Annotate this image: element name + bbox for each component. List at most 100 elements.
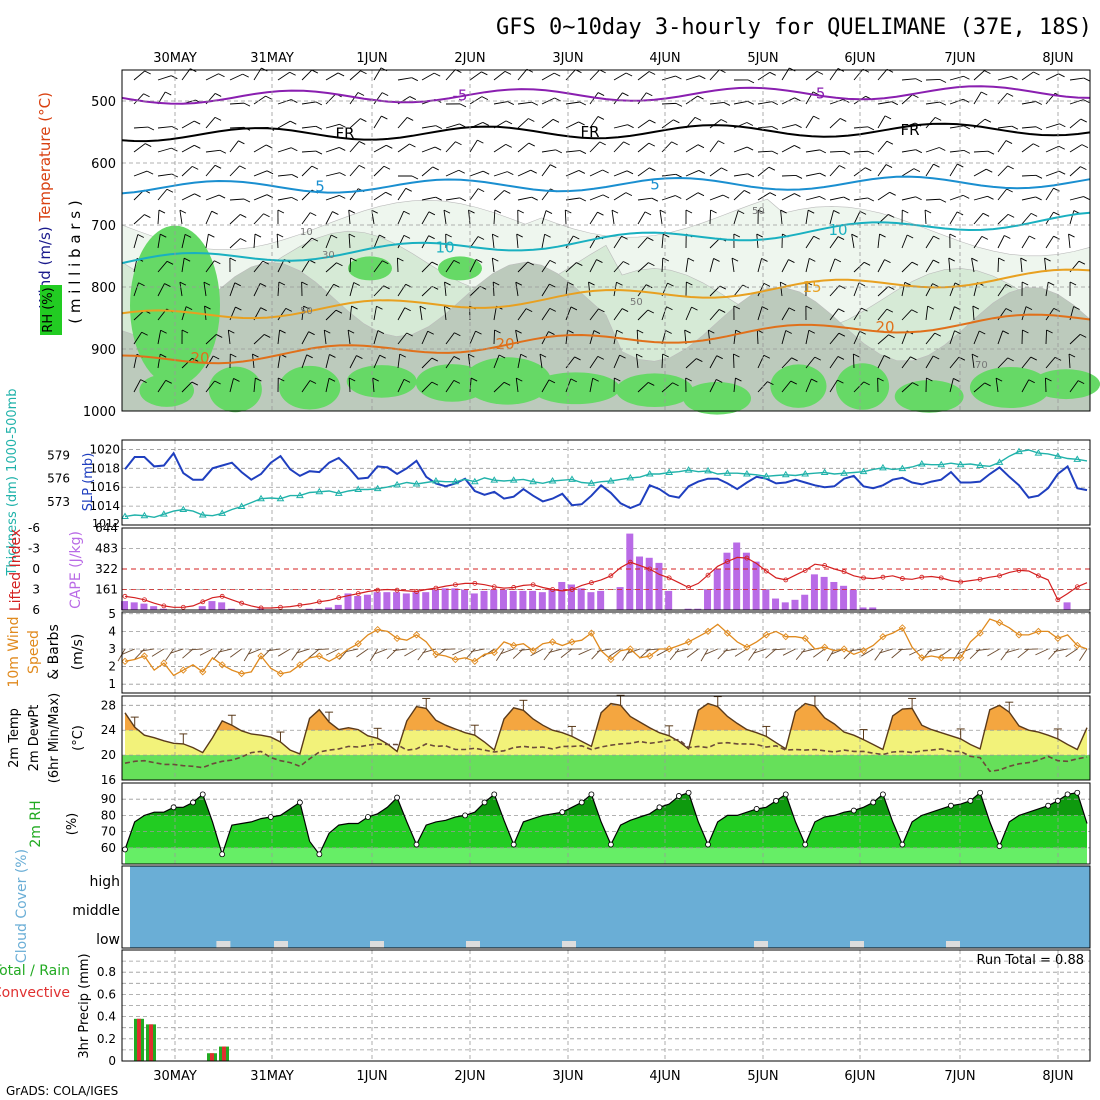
wind-barb-flag — [769, 71, 776, 76]
wind-barb — [493, 171, 508, 177]
wind10m-point — [859, 647, 868, 655]
wind-barb-flag — [333, 283, 340, 288]
wind-barb-flag — [721, 167, 728, 172]
wind-barb-flag — [744, 190, 751, 194]
wind-barb-flag — [1035, 196, 1042, 201]
wind-barb — [157, 75, 172, 81]
wind-barb — [301, 150, 316, 153]
wind-barb — [229, 214, 241, 225]
wind-barb-flag — [406, 117, 414, 121]
wind10m-barb — [404, 648, 417, 657]
wind-barb-flag — [204, 305, 211, 310]
wind-barb — [949, 149, 964, 153]
wind-barb — [1069, 210, 1075, 225]
wind10m-barb — [952, 648, 962, 662]
wind-barb — [181, 258, 185, 273]
cape-bar — [490, 589, 498, 610]
wind-barb-flag — [228, 329, 235, 334]
wind-barb-flag — [756, 233, 763, 238]
rh-point — [685, 789, 692, 796]
precip-tick-label: 0.4 — [97, 1010, 116, 1024]
wind10m-point — [218, 661, 226, 669]
wind-barb-flag — [1053, 235, 1060, 240]
rh-legend-label: RH (%) — [41, 287, 56, 332]
wind-barb — [157, 330, 162, 345]
rh-point — [578, 799, 585, 806]
cape-bar — [772, 598, 780, 610]
thickness-point — [393, 480, 401, 488]
wind10m-barb — [188, 648, 203, 651]
wind-barb — [349, 282, 355, 297]
wind-tick-label: 4 — [108, 624, 116, 638]
wind10m-barb — [247, 648, 262, 655]
wind-barb — [685, 358, 697, 369]
wind-barb — [397, 211, 405, 225]
chart-title: GFS 0~10day 3-hourly for QUELIMANE (37E,… — [496, 15, 1092, 40]
wind-barb-flag — [602, 194, 610, 199]
thickness-point — [1034, 449, 1043, 456]
wind-barb-flag — [794, 193, 801, 197]
cloud-low-gap — [274, 941, 288, 948]
wind-barb — [661, 353, 664, 369]
wind-barb-flag — [371, 209, 378, 214]
wind-barb — [1045, 235, 1054, 249]
wind-barb — [205, 234, 209, 249]
cape-bar — [752, 561, 760, 610]
wind-barb-flag — [475, 330, 482, 335]
wind-barb-flag — [353, 282, 360, 286]
wind-barb-flag — [685, 377, 692, 382]
wind-barb-flag — [315, 125, 323, 130]
wind-barb-flag — [1035, 126, 1043, 131]
wind10m-point — [607, 655, 615, 664]
temp-series-line — [124, 702, 1088, 755]
wind-barb-flag — [1083, 196, 1090, 200]
wind-barb — [349, 306, 353, 321]
wind-barb-flag — [252, 353, 259, 358]
wind-barb-flag — [811, 378, 818, 383]
wind-barb-flag — [924, 209, 932, 214]
wind-barb — [781, 380, 792, 393]
wind-barb — [636, 329, 639, 345]
wind-barb-flag — [939, 198, 947, 203]
panel-cloud-frame — [121, 865, 1091, 949]
cloud-level-label: middle — [72, 903, 120, 919]
wind-barb — [421, 357, 433, 369]
wind-barb-flag — [746, 122, 754, 126]
wind10m-barb — [1053, 648, 1068, 653]
wind-barb — [949, 356, 960, 369]
wind-barb-flag — [771, 101, 779, 106]
wind-barb-flag — [623, 141, 630, 146]
wind10m-point — [879, 633, 887, 641]
wind-barb-flag — [427, 330, 434, 335]
wind-barb-flag — [713, 258, 720, 262]
wind-barb — [301, 69, 313, 81]
wind-barb — [709, 119, 722, 129]
wind-barb — [229, 102, 245, 105]
wind-barb — [877, 355, 885, 369]
wind-barb — [661, 119, 674, 129]
rh-point — [656, 804, 663, 811]
wind-barb-flag — [235, 306, 242, 311]
wind-barb — [301, 212, 311, 225]
wind-barb-flag — [515, 329, 522, 334]
wind-barb-flag — [409, 143, 416, 148]
wind-barb-flag — [455, 141, 462, 146]
wind-barb-flag — [843, 196, 850, 201]
wind10m-barb — [325, 648, 339, 656]
wind-barb — [445, 332, 455, 345]
wind10m-point — [820, 643, 829, 651]
wind-barb — [925, 355, 934, 369]
wind10m-barb — [987, 648, 1000, 657]
thickness-point — [976, 461, 984, 468]
panel-temp-frame — [121, 695, 1091, 781]
wind-barb — [709, 379, 717, 393]
wind-barb — [205, 355, 214, 369]
cape-bar — [597, 590, 605, 610]
wind-barb-flag — [987, 150, 995, 155]
wind-barb-flag — [771, 126, 779, 130]
wind-barb-flag — [409, 96, 417, 100]
wind-barb-flag — [517, 209, 524, 214]
wind-barb-flag — [984, 70, 991, 75]
wind-barb-flag — [886, 140, 894, 145]
wind-barb — [757, 258, 762, 273]
